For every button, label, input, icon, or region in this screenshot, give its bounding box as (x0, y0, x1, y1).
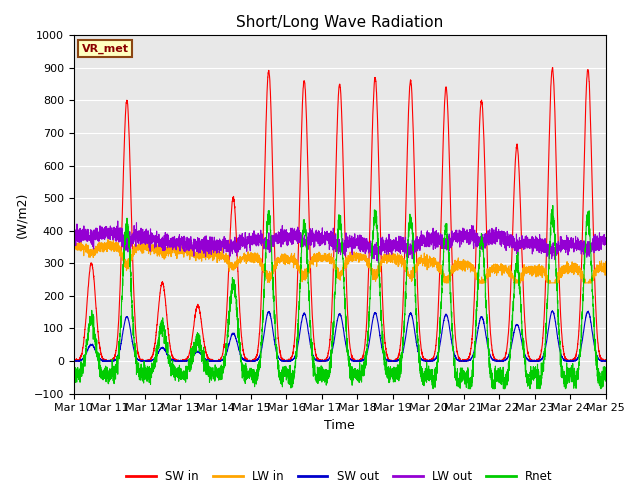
Text: VR_met: VR_met (82, 44, 129, 54)
Title: Short/Long Wave Radiation: Short/Long Wave Radiation (236, 15, 444, 30)
X-axis label: Time: Time (324, 419, 355, 432)
Legend: SW in, LW in, SW out, LW out, Rnet: SW in, LW in, SW out, LW out, Rnet (122, 466, 557, 480)
Y-axis label: (W/m2): (W/m2) (15, 191, 28, 238)
